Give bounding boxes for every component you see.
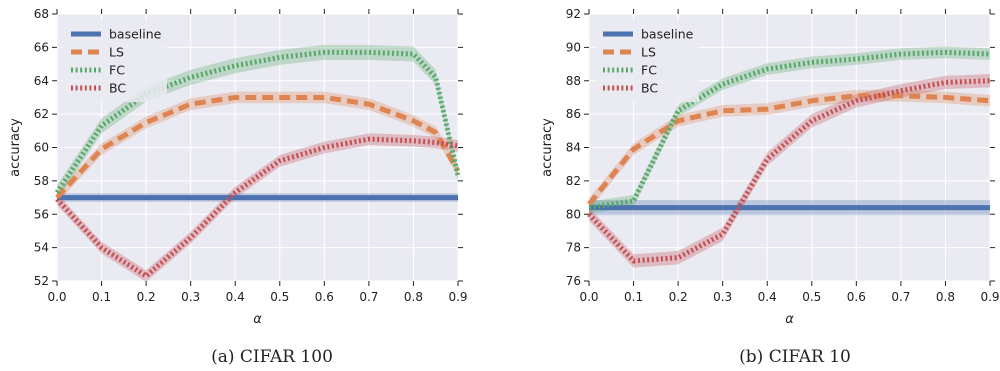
- y-tick-label: 56: [34, 207, 49, 221]
- y-tick-label: 54: [34, 241, 49, 255]
- x-tick-label: 0.7: [891, 290, 910, 304]
- y-tick-label: 76: [566, 274, 581, 288]
- chart-panel-1: 0.0 0.1 0.2 0.3 0.4 0.5 0.6 0.7 0.8 0.9 52 54 56 58 60…: [8, 7, 468, 367]
- x-tick-label: 0.9: [980, 290, 999, 304]
- x-tick-label: 0.4: [226, 290, 245, 304]
- y-tick-label: 58: [34, 174, 49, 188]
- series-line-fc: [54, 49, 461, 194]
- y-tick-label: 62: [34, 107, 49, 121]
- x-tick-label: 0.9: [448, 290, 467, 304]
- x-tick-label: 0.6: [315, 290, 334, 304]
- x-tick-label: 0.5: [270, 290, 289, 304]
- legend-label-baseline: baseline: [641, 27, 694, 42]
- x-tick-label: 0.1: [92, 290, 111, 304]
- y-tick-label: 66: [34, 40, 49, 54]
- x-tick-label: 0.8: [404, 290, 423, 304]
- x-tick-label: 0.2: [137, 290, 156, 304]
- y-axis-label: accuracy: [8, 118, 23, 177]
- y-tick-label: 80: [566, 207, 581, 221]
- x-tick-label: 0.7: [359, 290, 378, 304]
- y-tick-label: 86: [566, 107, 581, 121]
- legend-label-fc: FC: [109, 63, 125, 78]
- y-tick-label: 60: [34, 141, 49, 155]
- series-line-bc: [587, 78, 991, 264]
- x-tick-label: 0.8: [936, 290, 955, 304]
- legend: baseline LS FC BC: [595, 20, 699, 102]
- legend-label-ls: LS: [641, 45, 656, 60]
- x-tick-label: 0.3: [181, 290, 200, 304]
- chart-panel-2: 0.0 0.1 0.2 0.3 0.4 0.5 0.6 0.7 0.8 0.9 76 78 80 82 84…: [540, 7, 1000, 367]
- y-tick-label: 88: [566, 74, 581, 88]
- y-tick-label: 52: [34, 274, 49, 288]
- y-tick-label: 92: [566, 7, 581, 21]
- legend-label-bc: BC: [109, 81, 126, 96]
- y-tick-label: 68: [34, 7, 49, 21]
- x-tick-label: 0.4: [758, 290, 777, 304]
- legend-label-ls: LS: [109, 45, 124, 60]
- y-tick-label: 84: [566, 141, 581, 155]
- x-tick-label: 0.2: [669, 290, 688, 304]
- x-tick-label: 0.0: [47, 290, 66, 304]
- legend-label-baseline: baseline: [109, 27, 162, 42]
- legend: baseline LS FC BC: [63, 20, 167, 102]
- legend-label-bc: BC: [641, 81, 658, 96]
- y-tick-label: 64: [34, 74, 49, 88]
- x-tick-label: 0.0: [579, 290, 598, 304]
- series-line-fc: [588, 49, 991, 211]
- panel-caption: (a) CIFAR 100: [211, 347, 333, 367]
- band-ls: [589, 89, 990, 211]
- x-tick-label: 0.3: [713, 290, 732, 304]
- panel-caption: (b) CIFAR 10: [739, 347, 851, 367]
- y-tick-label: 82: [566, 174, 581, 188]
- x-axis-label: α: [785, 312, 794, 327]
- y-tick-label: 90: [566, 40, 581, 54]
- y-tick-label: 78: [566, 241, 581, 255]
- x-tick-label: 0.1: [624, 290, 643, 304]
- x-tick-label: 0.5: [802, 290, 821, 304]
- legend-label-fc: FC: [641, 63, 657, 78]
- x-tick-label: 0.6: [847, 290, 866, 304]
- x-axis-label: α: [253, 312, 262, 327]
- y-axis-label: accuracy: [540, 118, 555, 177]
